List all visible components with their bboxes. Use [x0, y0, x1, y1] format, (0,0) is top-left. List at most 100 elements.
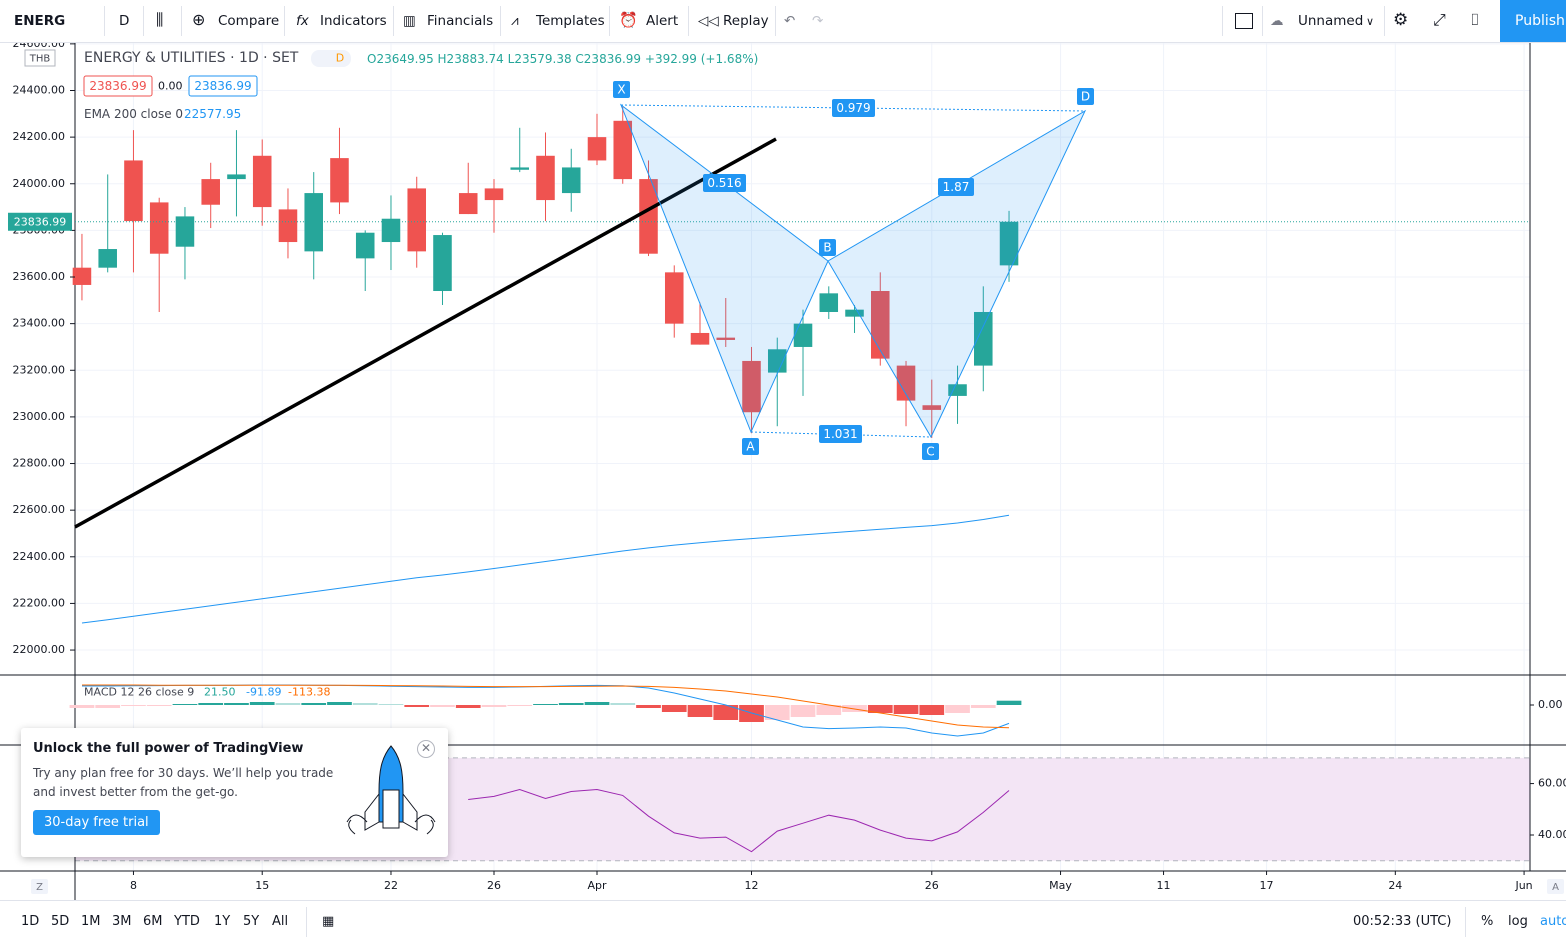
candle-body — [845, 309, 864, 317]
range[interactable]: 5Y — [243, 914, 260, 929]
layout-name[interactable]: Unnamed — [1298, 13, 1364, 29]
ratio-box — [938, 178, 974, 196]
promo-popup: Unlock the full power of TradingView Try… — [21, 728, 448, 857]
macd-histogram-bar — [327, 702, 352, 705]
redo[interactable]: ↷ — [812, 13, 824, 29]
range[interactable]: All — [272, 914, 289, 929]
range[interactable]: 1Y — [214, 914, 231, 929]
ema-name: EMA 200 close 0 — [84, 107, 183, 121]
macd-histogram-bar — [636, 705, 661, 708]
x-tick-label: 24 — [1388, 879, 1402, 892]
financials[interactable]: Financials — [427, 13, 494, 29]
rsi-line — [468, 788, 1010, 853]
signal-line — [82, 684, 1010, 729]
symbol[interactable]: ENERG — [14, 13, 66, 29]
macd-histogram-bar — [661, 705, 687, 712]
candle-body — [742, 360, 761, 413]
price-label: 23836.99 — [14, 215, 67, 228]
clock[interactable]: 00:52:33 (UTC) — [1353, 914, 1452, 929]
fullscreen[interactable]: ⤢ — [1433, 10, 1446, 29]
interval[interactable]: D — [119, 13, 130, 29]
currency-box — [24, 49, 56, 67]
signal-value: -113.38 — [288, 686, 330, 699]
point-label: D — [1081, 90, 1090, 104]
macd-histogram-bar — [224, 703, 249, 705]
macd-histogram-bar — [893, 705, 919, 714]
macd-histogram-bar — [301, 703, 327, 705]
ema-value: 22577.95 — [184, 107, 241, 121]
alert[interactable]: Alert — [646, 13, 679, 29]
y-tick-label: 0.00 — [1538, 698, 1563, 711]
layout-icon[interactable] — [1235, 13, 1253, 29]
macd-histogram-bar — [69, 705, 95, 708]
x-tick-label: Apr — [587, 879, 607, 892]
macd-histogram-bar — [610, 703, 636, 705]
close[interactable]: ✕ — [417, 740, 435, 758]
macd-histogram-bar — [713, 705, 739, 720]
candle-body — [767, 349, 787, 373]
percent-toggle[interactable]: % — [1481, 914, 1494, 929]
range[interactable]: 3M — [112, 914, 132, 929]
price-label-box — [8, 212, 72, 231]
x-tick-label: 12 — [745, 879, 759, 892]
snapshot[interactable]: ⌷ — [1470, 10, 1480, 29]
y-tick-label: 22600.00 — [13, 503, 66, 516]
candle-body — [484, 188, 504, 201]
range[interactable]: YTD — [174, 914, 200, 929]
goto-date[interactable]: ▦ — [322, 914, 335, 929]
pattern-triangle — [619, 103, 829, 434]
replay-icon: ◁◁ — [698, 13, 719, 29]
range[interactable]: 1M — [81, 914, 101, 929]
y-tick-label: 24200.00 — [13, 130, 66, 143]
y-tick-label: 23600.00 — [13, 270, 66, 283]
ask: 23836.99 — [194, 79, 251, 93]
log-toggle[interactable]: log — [1508, 914, 1528, 929]
candle-body — [304, 193, 323, 252]
y-tick-label: 22800.00 — [13, 457, 66, 470]
macd-hist-value: 21.50 — [204, 686, 236, 699]
right-axis-bg — [1530, 42, 1566, 900]
replay[interactable]: Replay — [723, 13, 769, 29]
x-tick-label: 15 — [255, 879, 269, 892]
range[interactable]: 5D — [51, 914, 70, 929]
macd-histogram-bar — [378, 704, 404, 705]
templates[interactable]: Templates — [536, 13, 605, 29]
ema-line — [81, 514, 1010, 624]
macd-histogram-bar — [198, 703, 224, 705]
point-label: A — [746, 440, 755, 454]
undo[interactable]: ↶ — [784, 13, 796, 29]
macd-histogram-bar — [764, 705, 790, 720]
y-tick-label: 23200.00 — [13, 363, 66, 376]
macd-histogram-bar — [275, 703, 301, 705]
range[interactable]: 6M — [143, 914, 163, 929]
candle-body — [536, 155, 555, 201]
ohlc: O23649.95 H23883.74 L23579.38 C23836.99 … — [367, 52, 758, 66]
y-tick-label: 22200.00 — [13, 596, 66, 609]
promo-button[interactable]: 30-day free trial — [33, 810, 160, 835]
top-toolbar: ENERG D ⫼ ⊕ Compare fx Indicators ▥ Fina… — [0, 0, 1566, 43]
rocket-illustration — [346, 745, 436, 835]
range[interactable]: 1D — [21, 914, 40, 929]
indicators[interactable]: Indicators — [320, 13, 387, 29]
spread: 0.00 — [158, 80, 183, 93]
bid-box — [83, 75, 153, 97]
macd-histogram-bar — [996, 700, 1022, 705]
compare[interactable]: Compare — [218, 13, 280, 29]
candle-body — [381, 218, 401, 243]
compare-icon: ⊕ — [192, 10, 206, 29]
bid: 23836.99 — [89, 79, 146, 93]
settings[interactable]: ⚙ — [1393, 10, 1409, 30]
auto-btn[interactable] — [1547, 879, 1564, 894]
ratio-box — [703, 174, 746, 192]
dropdown[interactable]: ∨ — [1366, 15, 1375, 28]
promo-text: and invest better from the get-go. — [33, 785, 238, 799]
ratio-label: 0.979 — [836, 101, 870, 115]
publish[interactable]: Publish — [1515, 13, 1565, 29]
candle-body — [561, 167, 581, 194]
zoom-btn[interactable] — [31, 879, 48, 894]
macd-histogram-bar — [146, 705, 172, 706]
publish-btn[interactable] — [1500, 0, 1566, 42]
trend-line — [74, 137, 777, 529]
auto-toggle[interactable]: auto — [1540, 914, 1566, 929]
chart-style-icon[interactable]: ⫼ — [156, 10, 164, 29]
